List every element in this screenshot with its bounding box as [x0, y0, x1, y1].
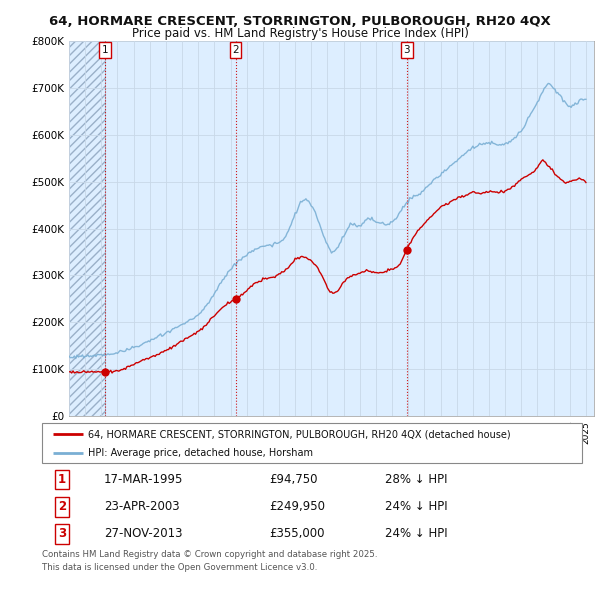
Text: 24% ↓ HPI: 24% ↓ HPI: [385, 500, 448, 513]
Text: 17-MAR-1995: 17-MAR-1995: [104, 473, 184, 486]
Text: £94,750: £94,750: [269, 473, 317, 486]
Text: 2: 2: [58, 500, 66, 513]
Text: 1: 1: [58, 473, 66, 486]
Text: 64, HORMARE CRESCENT, STORRINGTON, PULBOROUGH, RH20 4QX: 64, HORMARE CRESCENT, STORRINGTON, PULBO…: [49, 15, 551, 28]
Text: 3: 3: [403, 45, 410, 55]
Text: Price paid vs. HM Land Registry's House Price Index (HPI): Price paid vs. HM Land Registry's House …: [131, 27, 469, 40]
Text: 3: 3: [58, 527, 66, 540]
Text: Contains HM Land Registry data © Crown copyright and database right 2025.
This d: Contains HM Land Registry data © Crown c…: [42, 550, 377, 572]
Bar: [69, 41, 104, 416]
Text: 64, HORMARE CRESCENT, STORRINGTON, PULBOROUGH, RH20 4QX (detached house): 64, HORMARE CRESCENT, STORRINGTON, PULBO…: [88, 430, 511, 440]
FancyBboxPatch shape: [42, 423, 582, 463]
Text: 28% ↓ HPI: 28% ↓ HPI: [385, 473, 448, 486]
Text: £249,950: £249,950: [269, 500, 325, 513]
Text: 27-NOV-2013: 27-NOV-2013: [104, 527, 182, 540]
Text: 2: 2: [232, 45, 239, 55]
Text: HPI: Average price, detached house, Horsham: HPI: Average price, detached house, Hors…: [88, 448, 313, 458]
Text: 23-APR-2003: 23-APR-2003: [104, 500, 180, 513]
Text: 1: 1: [101, 45, 108, 55]
Text: £355,000: £355,000: [269, 527, 325, 540]
Text: 24% ↓ HPI: 24% ↓ HPI: [385, 527, 448, 540]
